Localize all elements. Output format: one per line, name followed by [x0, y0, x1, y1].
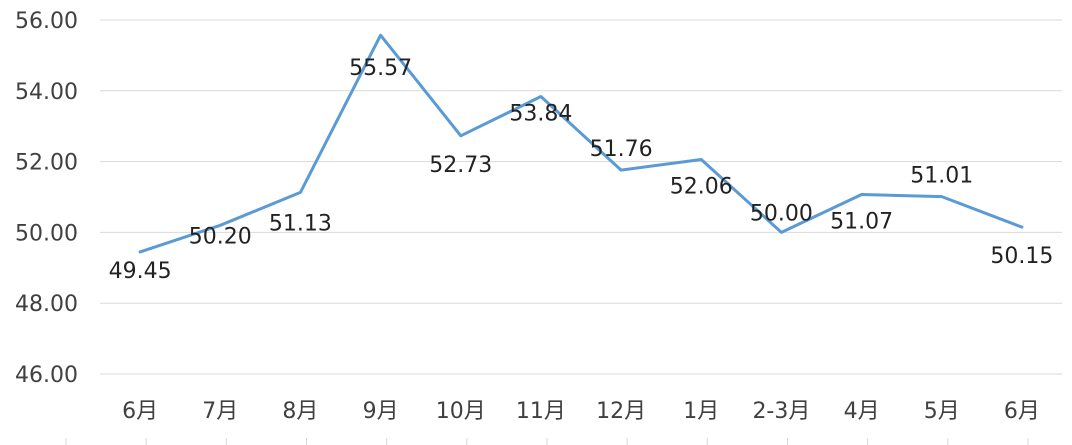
data-label: 52.06 — [670, 174, 733, 199]
x-tick-label: 1月 — [683, 399, 719, 424]
data-label: 50.15 — [990, 244, 1053, 269]
data-label: 50.00 — [750, 201, 813, 226]
x-tick-label: 8月 — [282, 399, 318, 424]
data-label: 49.45 — [109, 259, 172, 284]
x-tick-label: 9月 — [363, 399, 399, 424]
y-tick-label: 50.00 — [15, 221, 78, 246]
y-tick-label: 54.00 — [15, 80, 78, 105]
x-tick-label: 10月 — [436, 399, 486, 424]
y-tick-label: 48.00 — [15, 292, 78, 317]
data-label: 51.13 — [269, 211, 332, 236]
x-tick-label: 6月 — [122, 399, 158, 424]
x-tick-label: 5月 — [924, 399, 960, 424]
x-tick-label: 11月 — [516, 399, 566, 424]
x-tick-label: 12月 — [596, 399, 646, 424]
data-label: 53.84 — [509, 101, 572, 126]
x-tick-label: 2-3月 — [752, 399, 810, 424]
x-tick-label: 4月 — [844, 399, 880, 424]
data-label: 51.01 — [910, 164, 973, 189]
data-label: 55.57 — [349, 56, 412, 81]
y-tick-label: 46.00 — [15, 363, 78, 388]
y-tick-label: 56.00 — [15, 9, 78, 34]
data-label: 51.07 — [830, 210, 893, 235]
data-label: 52.73 — [429, 153, 492, 178]
y-tick-label: 52.00 — [15, 151, 78, 176]
x-tick-label: 7月 — [202, 399, 238, 424]
data-label: 50.20 — [189, 224, 252, 249]
data-label: 51.76 — [590, 137, 653, 162]
x-tick-label: 6月 — [1004, 399, 1040, 424]
series-line — [138, 33, 1024, 254]
